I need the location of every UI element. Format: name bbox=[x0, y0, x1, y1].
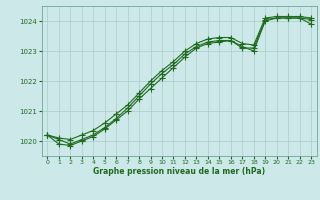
X-axis label: Graphe pression niveau de la mer (hPa): Graphe pression niveau de la mer (hPa) bbox=[93, 167, 265, 176]
